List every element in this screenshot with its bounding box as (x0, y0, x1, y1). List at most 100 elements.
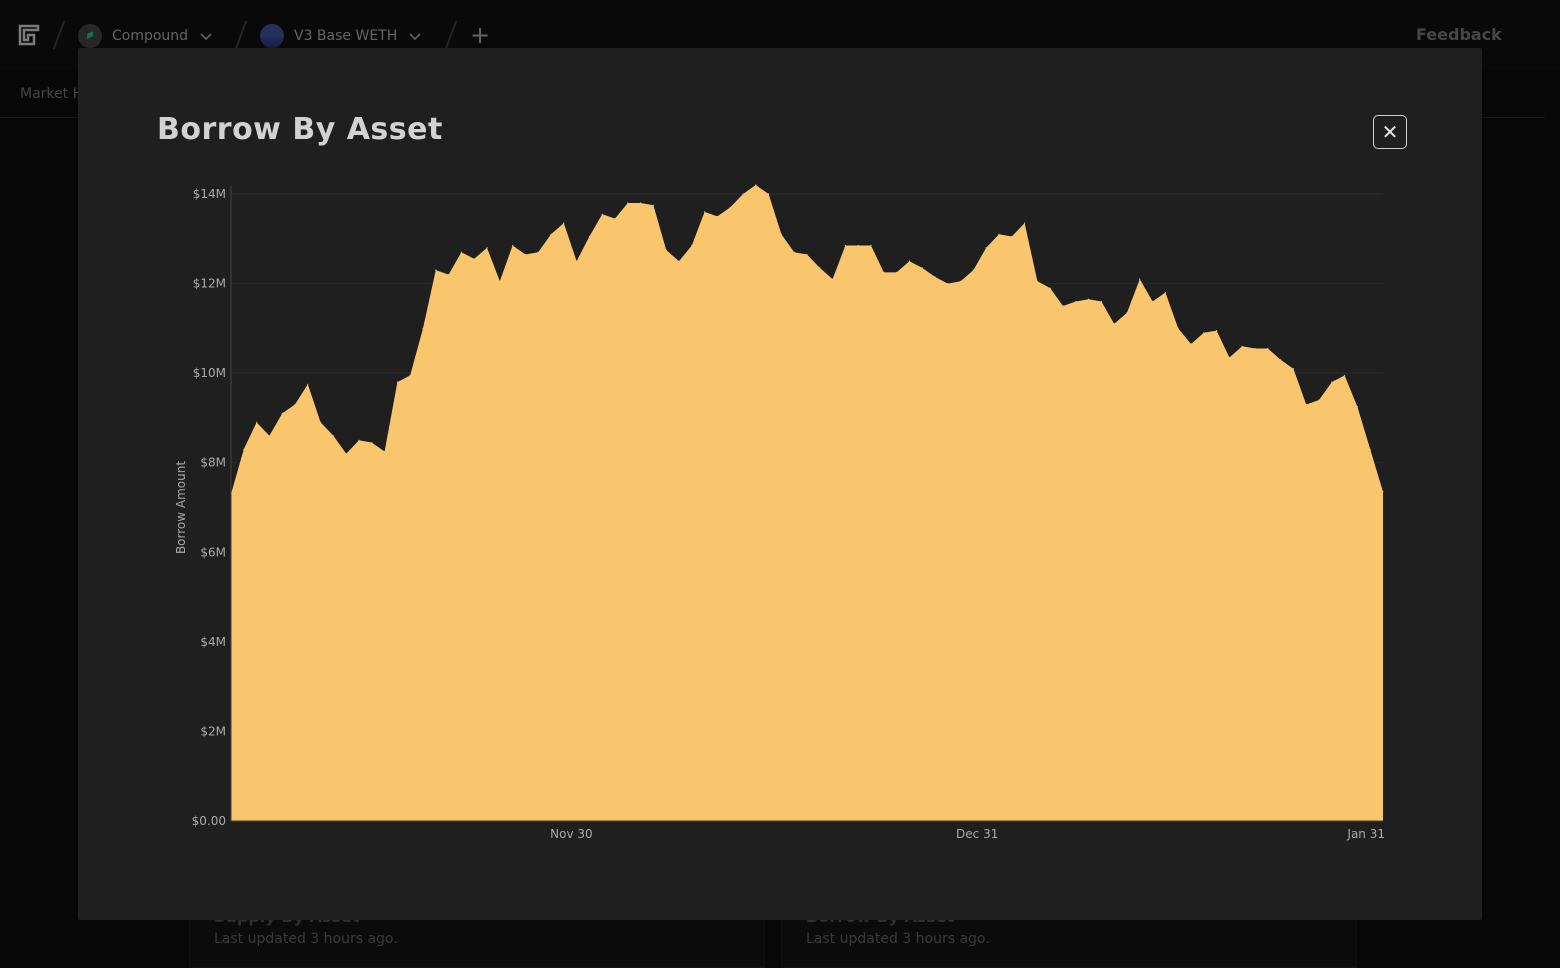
data-point (524, 253, 526, 256)
data-point (588, 235, 590, 238)
data-point (307, 383, 309, 385)
y-tick-label: $6M (200, 545, 226, 559)
data-point (1292, 368, 1294, 370)
close-icon: ✕ (1381, 120, 1399, 144)
data-point (793, 251, 795, 253)
data-point (806, 253, 808, 256)
data-point (665, 249, 667, 251)
chevron-down-icon (409, 33, 421, 41)
data-point (870, 244, 872, 247)
data-point (576, 260, 578, 262)
x-tick-label: Nov 30 (550, 827, 593, 841)
data-point (985, 247, 987, 249)
x-tick-label: Jan 31 (1346, 827, 1385, 841)
data-point (435, 269, 437, 271)
app-logo-icon[interactable] (18, 24, 40, 46)
data-point (1088, 298, 1090, 300)
data-point (921, 267, 923, 269)
data-point (755, 184, 757, 186)
data-point (960, 280, 962, 282)
data-point (1331, 381, 1333, 383)
compound-logo-icon (78, 24, 102, 48)
protocol-selector[interactable]: Compound (78, 22, 214, 50)
data-point (934, 276, 936, 278)
data-point (1203, 332, 1205, 334)
market-selector[interactable]: V3 Base WETH (260, 22, 423, 50)
data-point (1011, 235, 1013, 238)
data-point (1280, 359, 1282, 361)
y-axis-label: Borrow Amount (174, 461, 188, 554)
data-point (972, 269, 975, 271)
y-tick-label: $14M (193, 187, 226, 201)
data-point (1049, 287, 1051, 289)
add-icon[interactable]: + (470, 21, 491, 49)
data-point (1075, 300, 1077, 303)
data-point (563, 222, 565, 224)
data-point (819, 267, 821, 269)
data-point (601, 213, 603, 215)
data-point (460, 251, 462, 253)
data-point (1164, 291, 1166, 294)
data-point (1254, 347, 1256, 350)
data-point (1152, 300, 1154, 303)
data-point (832, 278, 834, 280)
feedback-button[interactable]: Feedback (1416, 25, 1502, 44)
data-point (256, 421, 258, 423)
data-point (1382, 491, 1384, 493)
modal-title: Borrow By Asset (157, 112, 443, 147)
data-point (1305, 403, 1307, 406)
data-point (742, 193, 744, 195)
data-point (1318, 399, 1320, 401)
data-point (512, 244, 514, 247)
data-point (716, 215, 719, 217)
base-weth-icon (260, 24, 284, 48)
data-point (896, 271, 898, 273)
data-point (1356, 406, 1358, 408)
data-point (409, 374, 411, 376)
data-point (537, 251, 539, 253)
data-point (652, 204, 655, 206)
data-point (883, 271, 885, 273)
data-point (396, 381, 398, 383)
data-point (1267, 347, 1269, 350)
data-point (422, 327, 424, 329)
data-point (345, 453, 347, 455)
protocol-label: Compound (112, 28, 189, 44)
y-tick-label: $12M (193, 277, 226, 291)
data-point (1113, 323, 1115, 325)
data-point (243, 448, 245, 450)
close-button[interactable]: ✕ (1373, 115, 1407, 149)
data-point (678, 260, 680, 262)
data-point (499, 280, 501, 282)
y-tick-label: $2M (200, 724, 226, 738)
data-point (640, 202, 642, 204)
data-point (550, 233, 552, 235)
data-point (332, 435, 334, 437)
tab-market-history[interactable]: Market H (20, 86, 84, 102)
data-point (1024, 222, 1026, 224)
data-point (857, 244, 859, 247)
data-point (268, 435, 270, 437)
data-point (1216, 330, 1218, 332)
data-point (691, 244, 693, 247)
data-point (358, 439, 360, 441)
data-point (729, 206, 731, 208)
y-tick-label: $4M (200, 635, 226, 649)
data-point (627, 202, 629, 204)
data-point (371, 442, 373, 444)
data-point (1344, 374, 1346, 376)
borrow-area-chart: $0.00 $2M $4M $6M $8M $10M $12M $14M Nov 30 Dec 3… (174, 184, 1385, 841)
data-point (294, 403, 296, 406)
data-point (384, 450, 386, 453)
data-point (614, 218, 616, 220)
data-point (1228, 356, 1230, 359)
data-point (768, 193, 770, 195)
chart-modal: Borrow By Asset ✕ $0.00 $2M $4M $6M $8M $10M $… (78, 48, 1482, 920)
data-point (320, 421, 322, 423)
data-point (998, 233, 1000, 235)
data-point (448, 274, 450, 276)
y-tick-label: $0.00 (192, 814, 226, 828)
data-point (704, 211, 706, 213)
x-tick-label: Dec 31 (956, 827, 998, 841)
data-point (1190, 343, 1192, 345)
